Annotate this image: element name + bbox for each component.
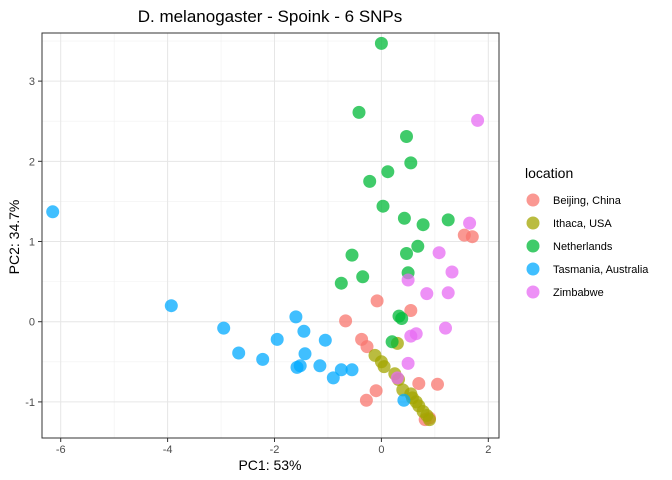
data-point-4 — [432, 246, 446, 260]
legend-label-4: Zimbabwe — [553, 287, 604, 299]
legend-key-2 — [526, 239, 540, 253]
data-point-4 — [401, 356, 415, 370]
panel-border — [41, 32, 500, 439]
data-point-0 — [359, 393, 373, 407]
data-point-3 — [297, 324, 311, 338]
x-tick-label: 2 — [485, 444, 491, 456]
data-point-4 — [401, 273, 415, 287]
data-point-2 — [416, 218, 430, 232]
data-point-2 — [400, 247, 413, 260]
y-tick-label: 2 — [29, 156, 35, 168]
data-point-2 — [397, 211, 411, 225]
data-point-0 — [369, 384, 383, 398]
data-point-2 — [376, 199, 390, 213]
data-point-2 — [345, 248, 359, 262]
data-point-3 — [298, 347, 312, 361]
data-point-3 — [334, 363, 348, 377]
data-point-4 — [441, 286, 455, 300]
x-tick-label: 0 — [378, 444, 384, 456]
data-point-2 — [395, 312, 409, 325]
data-point-3 — [256, 352, 270, 366]
axes: -6 -4 -2 0 2 -1 0 1 2 3 — [25, 32, 500, 456]
data-point-4 — [445, 265, 459, 279]
data-point-3 — [397, 393, 411, 407]
data-point-4 — [463, 216, 477, 230]
data-point-0 — [465, 230, 479, 244]
data-point-3 — [270, 332, 284, 346]
data-point-4 — [390, 371, 404, 385]
data-point-2 — [400, 130, 413, 143]
data-point-3 — [217, 321, 231, 335]
data-point-2 — [374, 36, 388, 50]
data-point-2 — [411, 239, 425, 253]
data-point-3 — [318, 333, 332, 347]
data-point-2 — [381, 165, 395, 179]
y-tick-label: 0 — [29, 317, 35, 329]
data-point-3 — [232, 346, 246, 360]
data-point-2 — [352, 105, 366, 119]
data-point-0 — [431, 377, 444, 391]
data-point-1 — [423, 413, 436, 427]
data-point-0 — [404, 304, 418, 317]
data-point-2 — [385, 335, 399, 349]
legend-key-1 — [526, 216, 540, 230]
data-point-4 — [471, 113, 485, 127]
plot-panel — [42, 33, 499, 438]
data-points — [46, 36, 485, 427]
x-axis-title: PC1: 53% — [238, 457, 301, 473]
x-tick-label: -4 — [163, 444, 173, 456]
legend: location Beijing, China Ithaca, USA Nether… — [525, 165, 649, 299]
data-point-3 — [164, 299, 178, 313]
data-point-3 — [46, 205, 60, 219]
data-point-0 — [339, 314, 353, 328]
legend-key-3 — [526, 262, 540, 276]
data-point-2 — [356, 270, 370, 284]
data-point-2 — [404, 156, 418, 170]
legend-label-2: Netherlands — [553, 241, 613, 253]
y-axis-title: PC2: 34.7% — [6, 200, 22, 275]
data-point-4 — [420, 287, 434, 301]
chart-title: D. melanogaster - Spoink - 6 SNPs — [138, 7, 403, 26]
legend-title: location — [525, 165, 573, 181]
data-point-0 — [370, 294, 384, 308]
data-point-2 — [363, 174, 377, 188]
data-point-3 — [345, 363, 359, 377]
legend-key-0 — [526, 193, 540, 207]
data-point-3 — [290, 360, 304, 374]
y-tick-label: 3 — [29, 76, 35, 88]
legend-label-0: Beijing, China — [553, 195, 622, 207]
data-point-1 — [377, 360, 391, 374]
legend-key-4 — [526, 285, 540, 299]
data-point-0 — [360, 340, 374, 354]
data-point-3 — [326, 371, 340, 385]
data-point-4 — [439, 321, 452, 335]
data-point-2 — [334, 276, 348, 290]
x-tick-label: -2 — [270, 444, 280, 456]
y-tick-label: 1 — [29, 237, 35, 249]
data-point-3 — [289, 310, 303, 324]
data-point-4 — [404, 329, 418, 343]
legend-label-3: Tasmania, Australia — [553, 264, 649, 276]
legend-label-1: Ithaca, USA — [553, 218, 612, 230]
x-tick-label: -6 — [56, 444, 66, 456]
y-tick-label: -1 — [25, 397, 35, 409]
data-point-2 — [441, 213, 455, 227]
data-point-3 — [313, 359, 327, 373]
panel-background — [42, 33, 499, 438]
data-point-0 — [412, 377, 426, 390]
